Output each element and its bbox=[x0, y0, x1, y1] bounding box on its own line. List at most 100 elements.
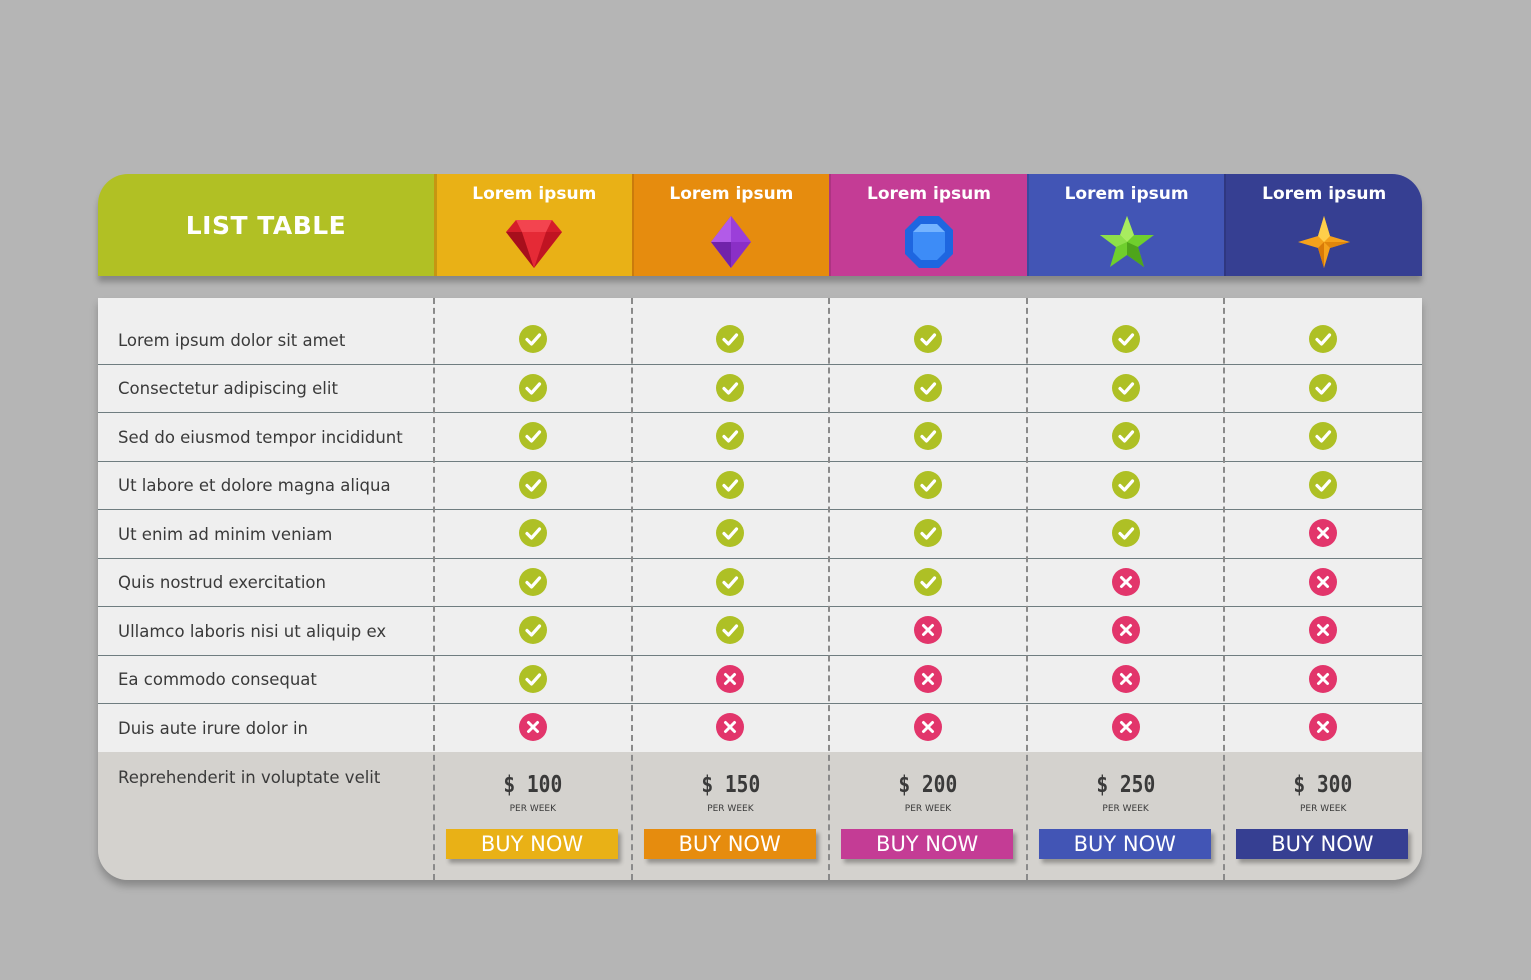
check-icon bbox=[518, 325, 547, 353]
plan-header-3: Lorem ipsum bbox=[829, 174, 1027, 276]
buy-now-button[interactable]: BUY NOW bbox=[1038, 829, 1211, 859]
plan-name: Lorem ipsum bbox=[1064, 184, 1189, 204]
check-icon bbox=[914, 373, 942, 402]
buy-now-button[interactable]: BUY NOW bbox=[446, 829, 618, 859]
plan-name: Lorem ipsum bbox=[866, 184, 991, 204]
column-divider bbox=[630, 298, 633, 880]
table-body: Lorem ipsum dolor sit amet Consectetur ad… bbox=[98, 298, 1422, 880]
feature-label: Ut labore et dolore magna aliqua bbox=[118, 476, 391, 495]
column-divider bbox=[1223, 298, 1226, 880]
feature-label: Lorem ipsum dolor sit amet bbox=[118, 330, 346, 350]
check-icon bbox=[1309, 470, 1338, 499]
check-icon bbox=[518, 422, 547, 450]
check-icon bbox=[518, 470, 547, 499]
table-title: LIST TABLE bbox=[98, 174, 434, 276]
plan-name: Lorem ipsum bbox=[1262, 184, 1387, 204]
plan-header-4: Lorem ipsum bbox=[1026, 174, 1225, 276]
feature-area bbox=[98, 298, 1422, 752]
feature-row: Duis aute irure dolor in bbox=[98, 704, 1422, 753]
red-ruby-icon bbox=[504, 214, 564, 270]
price-period: PER WEEK bbox=[1299, 804, 1347, 814]
cross-icon bbox=[1309, 616, 1338, 644]
price-amount: $ 100 bbox=[503, 772, 563, 798]
price-period: PER WEEK bbox=[509, 804, 556, 814]
check-icon bbox=[914, 422, 942, 450]
check-icon bbox=[518, 664, 547, 693]
plan-header-2: Lorem ipsum bbox=[631, 174, 830, 276]
feature-label: Sed do eiusmod tempor incididunt bbox=[118, 427, 403, 447]
cross-icon bbox=[1309, 567, 1338, 596]
check-icon bbox=[1111, 470, 1140, 499]
feature-row: Ut enim ad minim veniam bbox=[98, 510, 1422, 559]
check-icon bbox=[914, 470, 942, 499]
buy-now-button[interactable]: BUY NOW bbox=[643, 829, 816, 859]
check-icon bbox=[1309, 325, 1338, 353]
price-amount: $ 250 bbox=[1096, 772, 1156, 798]
cross-icon bbox=[1111, 616, 1140, 644]
cross-icon bbox=[914, 616, 942, 644]
feature-row: Ea commodo consequat bbox=[98, 656, 1422, 704]
feature-row: Ullamco laboris nisi ut aliquip ex bbox=[98, 607, 1422, 656]
column-divider bbox=[433, 298, 435, 880]
cross-icon bbox=[518, 713, 547, 741]
plan-name: Lorem ipsum bbox=[669, 184, 794, 204]
price-period: PER WEEK bbox=[707, 804, 754, 814]
price-cell: $ 250 PER WEEK BUY NOW bbox=[1027, 752, 1225, 880]
cross-icon bbox=[1111, 567, 1140, 596]
buy-now-button[interactable]: BUY NOW bbox=[1236, 829, 1409, 859]
cross-icon bbox=[716, 713, 745, 741]
feature-label: Quis nostrud exercitation bbox=[118, 573, 326, 592]
green-star-icon bbox=[1097, 214, 1157, 270]
price-amount: $ 200 bbox=[898, 772, 958, 798]
check-icon bbox=[716, 422, 745, 450]
check-icon bbox=[1111, 325, 1140, 353]
price-period: PER WEEK bbox=[1102, 804, 1149, 814]
buy-now-button[interactable]: BUY NOW bbox=[841, 829, 1014, 859]
pricing-table: LIST TABLE Lorem ipsum Lorem ipsum Lorem i… bbox=[98, 174, 1422, 880]
feature-label: Ullamco laboris nisi ut aliquip ex bbox=[118, 621, 387, 641]
price-period: PER WEEK bbox=[904, 804, 952, 814]
feature-row: Sed do eiusmod tempor incididunt bbox=[98, 413, 1422, 462]
check-icon bbox=[716, 519, 745, 547]
check-icon bbox=[1111, 519, 1140, 547]
check-icon bbox=[1309, 422, 1338, 450]
price-cell: $ 300 PER WEEK BUY NOW bbox=[1224, 752, 1422, 880]
price-cell: $ 150 PER WEEK BUY NOW bbox=[632, 752, 830, 880]
feature-label: Duis aute irure dolor in bbox=[118, 718, 308, 738]
feature-row: Ut labore et dolore magna aliqua bbox=[98, 462, 1422, 510]
orange-sparkle-icon bbox=[1294, 214, 1354, 270]
cross-icon bbox=[914, 713, 942, 741]
feature-label: Ut enim ad minim veniam bbox=[118, 524, 333, 544]
plan-header-5: Lorem ipsum bbox=[1224, 174, 1422, 276]
feature-row: Consectetur adipiscing elit bbox=[98, 365, 1422, 413]
price-amount: $ 300 bbox=[1293, 772, 1353, 798]
price-cell: $ 200 PER WEEK BUY NOW bbox=[829, 752, 1027, 880]
check-icon bbox=[1111, 422, 1140, 450]
plan-name: Lorem ipsum bbox=[472, 184, 597, 204]
cross-icon bbox=[1309, 664, 1338, 693]
check-icon bbox=[716, 373, 745, 402]
cross-icon bbox=[1111, 664, 1140, 693]
cross-icon bbox=[1309, 713, 1338, 741]
cross-icon bbox=[914, 664, 942, 693]
check-icon bbox=[716, 567, 745, 596]
column-divider bbox=[828, 298, 831, 880]
column-divider bbox=[1025, 298, 1028, 880]
check-icon bbox=[914, 567, 942, 596]
price-row-label: Reprehenderit in voluptate velit bbox=[118, 768, 381, 787]
cross-icon bbox=[716, 664, 745, 693]
check-icon bbox=[518, 519, 547, 547]
check-icon bbox=[716, 616, 745, 644]
cross-icon bbox=[1309, 519, 1338, 547]
check-icon bbox=[518, 373, 547, 402]
price-cell: $ 100 PER WEEK BUY NOW bbox=[434, 752, 632, 880]
plan-header-1: Lorem ipsum bbox=[434, 174, 632, 276]
check-icon bbox=[716, 325, 745, 353]
feature-row: Lorem ipsum dolor sit amet bbox=[98, 316, 1422, 365]
check-icon bbox=[914, 325, 942, 353]
feature-row: Quis nostrud exercitation bbox=[98, 559, 1422, 607]
check-icon bbox=[716, 470, 745, 499]
check-icon bbox=[1111, 373, 1140, 402]
check-icon bbox=[518, 616, 547, 644]
purple-crystal-icon bbox=[701, 214, 761, 270]
